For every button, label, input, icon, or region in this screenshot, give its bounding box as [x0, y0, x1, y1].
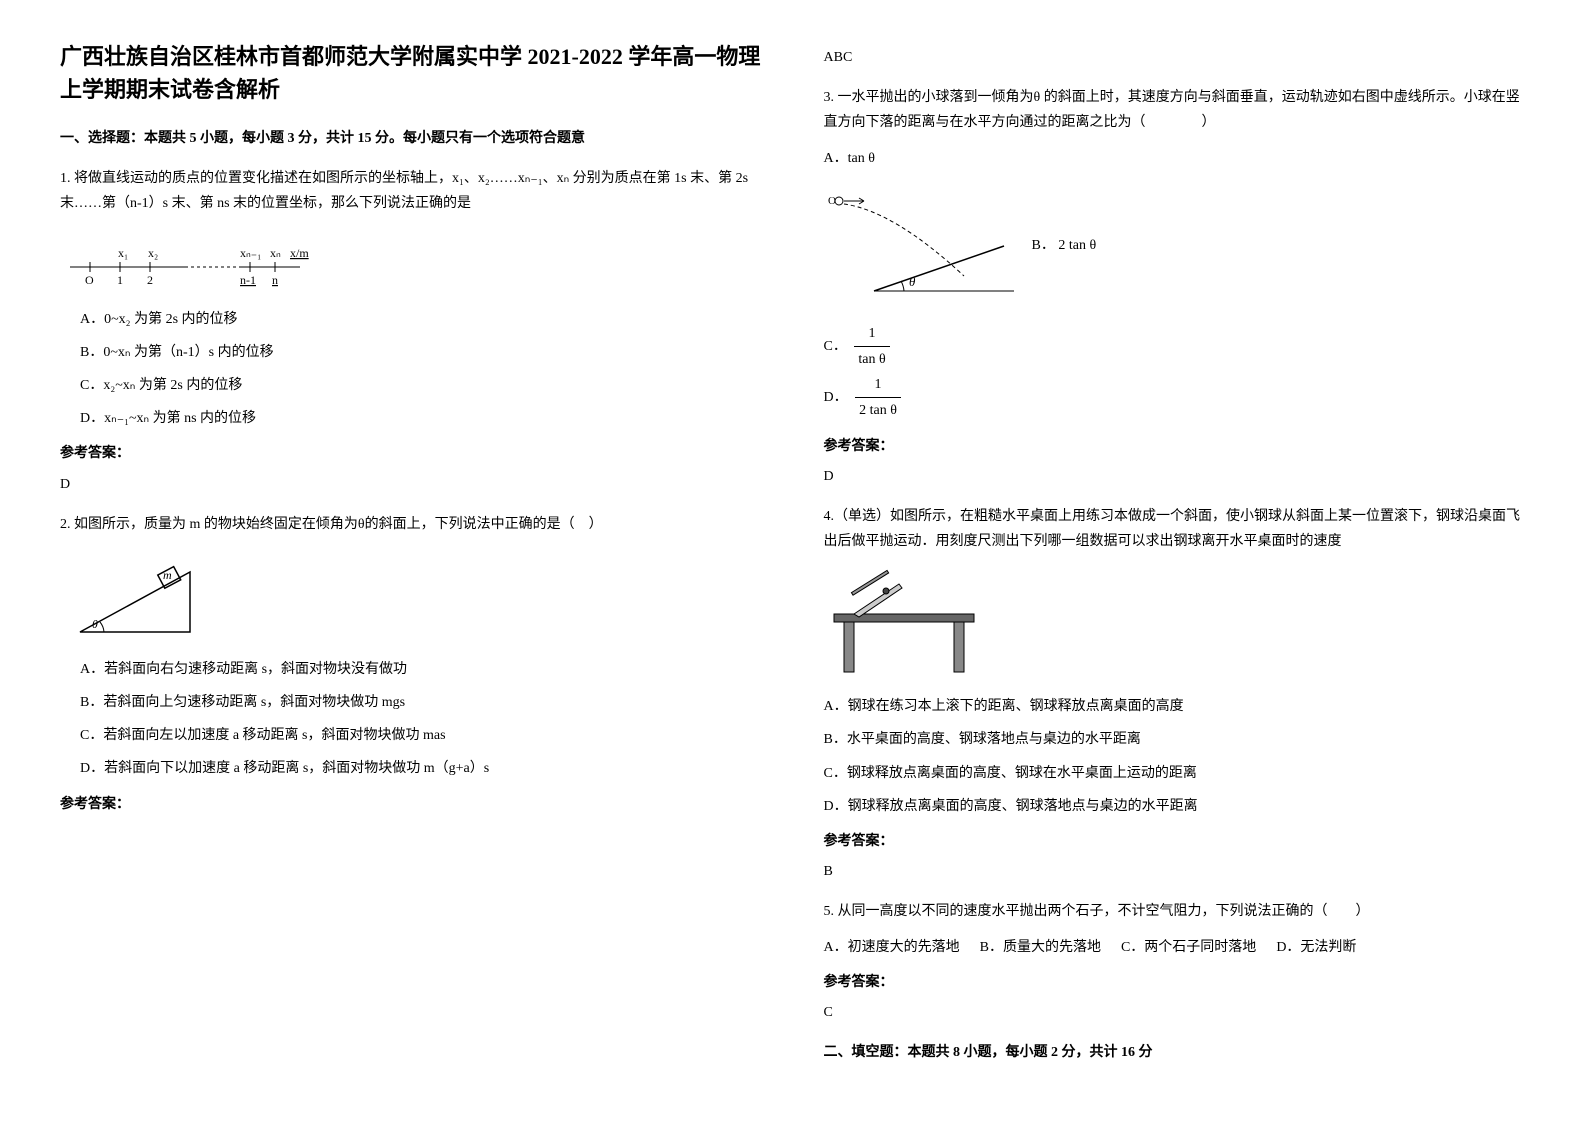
q3-optc-fraction: 1 tan θ [854, 321, 889, 372]
axis-1: 1 [117, 273, 123, 287]
section2-header: 二、填空题：本题共 8 小题，每小题 2 分，共计 16 分 [824, 1040, 1528, 1065]
question-2: 2. 如图所示，质量为 m 的物块始终固定在倾角为θ的斜面上，下列说法中正确的是… [60, 512, 764, 817]
q3-theta: θ [909, 274, 916, 289]
axis-unit: x/m [290, 246, 309, 260]
document-title: 广西壮族自治区桂林市首都师范大学附属实中学 2021-2022 学年高一物理上学… [60, 40, 764, 106]
q4-answer-label: 参考答案： [824, 829, 1528, 854]
q3-optb-val: 2 tan θ [1058, 238, 1096, 253]
q3-o: O [828, 195, 836, 207]
q3-optc-num: 1 [854, 321, 889, 347]
q3-text: 3. 一水平抛出的小球落到一倾角为θ 的斜面上时，其速度方向与斜面垂直，运动轨迹… [824, 85, 1528, 135]
axis-n1: n-1 [240, 273, 256, 287]
q4-option-a: A．钢球在练习本上滚下的距离、钢球释放点离桌面的高度 [824, 694, 1528, 719]
q5-text: 5. 从同一高度以不同的速度水平抛出两个石子，不计空气阻力，下列说法正确的（ ） [824, 899, 1528, 924]
q3-option-a-prefix: A．tan θ [824, 146, 875, 171]
q5-answer: C [824, 1000, 1528, 1025]
q3-answer-label: 参考答案： [824, 434, 1528, 459]
q2-text: 2. 如图所示，质量为 m 的物块始终固定在倾角为θ的斜面上，下列说法中正确的是… [60, 512, 764, 537]
q3-diagram: O θ B． 2 tan θ [824, 186, 1528, 306]
q2-option-b: B．若斜面向上匀速移动距离 s，斜面对物块做功 mgs [60, 690, 764, 715]
question-4: 4.（单选）如图所示，在粗糙水平桌面上用练习本做成一个斜面，使小钢球从斜面上某一… [824, 504, 1528, 885]
q4-diagram [824, 569, 1528, 679]
axis-diagram: x₁ x₂ xₙ₋₁ xₙ x/m O 1 2 n-1 n [60, 232, 310, 292]
q3-optb-prefix: B． [1032, 238, 1055, 253]
q4-answer: B [824, 859, 1528, 884]
axis-xn: xₙ [270, 246, 281, 260]
incline-theta: θ [92, 617, 98, 631]
q2-option-a: A．若斜面向右匀速移动距离 s，斜面对物块没有做功 [60, 657, 764, 682]
q2-option-c: C．若斜面向左以加速度 a 移动距离 s，斜面对物块做功 mas [60, 723, 764, 748]
q2-option-d: D．若斜面向下以加速度 a 移动距离 s，斜面对物块做功 m（g+a）s [60, 756, 764, 781]
q4-option-b: B．水平桌面的高度、钢球落地点与桌边的水平距离 [824, 727, 1528, 752]
q1-text: 1. 将做直线运动的质点的位置变化描述在如图所示的坐标轴上，x₁、x₂……xₙ₋… [60, 166, 764, 216]
axis-xn1: xₙ₋₁ [240, 246, 261, 260]
q3-optc-prefix: C． [824, 339, 847, 354]
q3-option-c: C． 1 tan θ [824, 321, 1528, 372]
q1-diagram: x₁ x₂ xₙ₋₁ xₙ x/m O 1 2 n-1 n [60, 232, 764, 292]
q3-optd-den: 2 tan θ [855, 398, 901, 423]
q5-option-b: B．质量大的先落地 [980, 935, 1101, 960]
q5-option-c: C．两个石子同时落地 [1121, 935, 1256, 960]
axis-2: 2 [147, 273, 153, 287]
q5-options: A．初速度大的先落地 B．质量大的先落地 C．两个石子同时落地 D．无法判断 [824, 935, 1528, 960]
question-3: 3. 一水平抛出的小球落到一倾角为θ 的斜面上时，其速度方向与斜面垂直，运动轨迹… [824, 85, 1528, 489]
q3-optd-prefix: D． [824, 390, 848, 405]
q1-answer-label: 参考答案： [60, 441, 764, 466]
q5-option-a: A．初速度大的先落地 [824, 935, 960, 960]
question-5: 5. 从同一高度以不同的速度水平抛出两个石子，不计空气阻力，下列说法正确的（ ）… [824, 899, 1528, 1025]
q1-option-b: B．0~xₙ 为第（n-1）s 内的位移 [60, 340, 764, 365]
q1-answer: D [60, 472, 764, 497]
q3-answer: D [824, 464, 1528, 489]
axis-x1: x₁ [118, 246, 128, 260]
section1-header: 一、选择题：本题共 5 小题，每小题 3 分，共计 15 分。每小题只有一个选项… [60, 126, 764, 151]
q3-optd-num: 1 [855, 372, 901, 398]
q5-option-d: D．无法判断 [1276, 935, 1356, 960]
q1-option-a: A．0~x₂ 为第 2s 内的位移 [60, 307, 764, 332]
q2-diagram: m θ [60, 552, 764, 642]
incline-m: m [163, 568, 172, 582]
q4-option-c: C．钢球释放点离桌面的高度、钢球在水平桌面上运动的距离 [824, 761, 1528, 786]
q4-option-d: D．钢球释放点离桌面的高度、钢球落地点与桌边的水平距离 [824, 794, 1528, 819]
q3-optd-fraction: 1 2 tan θ [855, 372, 901, 423]
q2-answer-label: 参考答案： [60, 792, 764, 817]
right-column: ABC 3. 一水平抛出的小球落到一倾角为θ 的斜面上时，其速度方向与斜面垂直，… [824, 40, 1528, 1080]
q4-text: 4.（单选）如图所示，在粗糙水平桌面上用练习本做成一个斜面，使小钢球从斜面上某一… [824, 504, 1528, 554]
q3-option-d: D． 1 2 tan θ [824, 372, 1528, 423]
q1-option-d: D．xₙ₋₁~xₙ 为第 ns 内的位移 [60, 406, 764, 431]
table-diagram [824, 569, 994, 679]
q1-option-c: C．x₂~xₙ 为第 2s 内的位移 [60, 373, 764, 398]
q3-option-b: B． 2 tan θ [1032, 233, 1097, 258]
page-container: 广西壮族自治区桂林市首都师范大学附属实中学 2021-2022 学年高一物理上学… [60, 40, 1527, 1080]
axis-x2: x₂ [148, 246, 158, 260]
question-1: 1. 将做直线运动的质点的位置变化描述在如图所示的坐标轴上，x₁、x₂……xₙ₋… [60, 166, 764, 497]
q5-answer-label: 参考答案： [824, 970, 1528, 995]
projectile-diagram: O θ [824, 186, 1024, 306]
q2-answer: ABC [824, 45, 1528, 70]
incline-diagram: m θ [60, 552, 210, 642]
axis-n: n [272, 273, 278, 287]
axis-o: O [85, 273, 94, 287]
q3-opta-val: tan θ [848, 151, 875, 166]
q3-optc-den: tan θ [854, 347, 889, 372]
left-column: 广西壮族自治区桂林市首都师范大学附属实中学 2021-2022 学年高一物理上学… [60, 40, 764, 1080]
